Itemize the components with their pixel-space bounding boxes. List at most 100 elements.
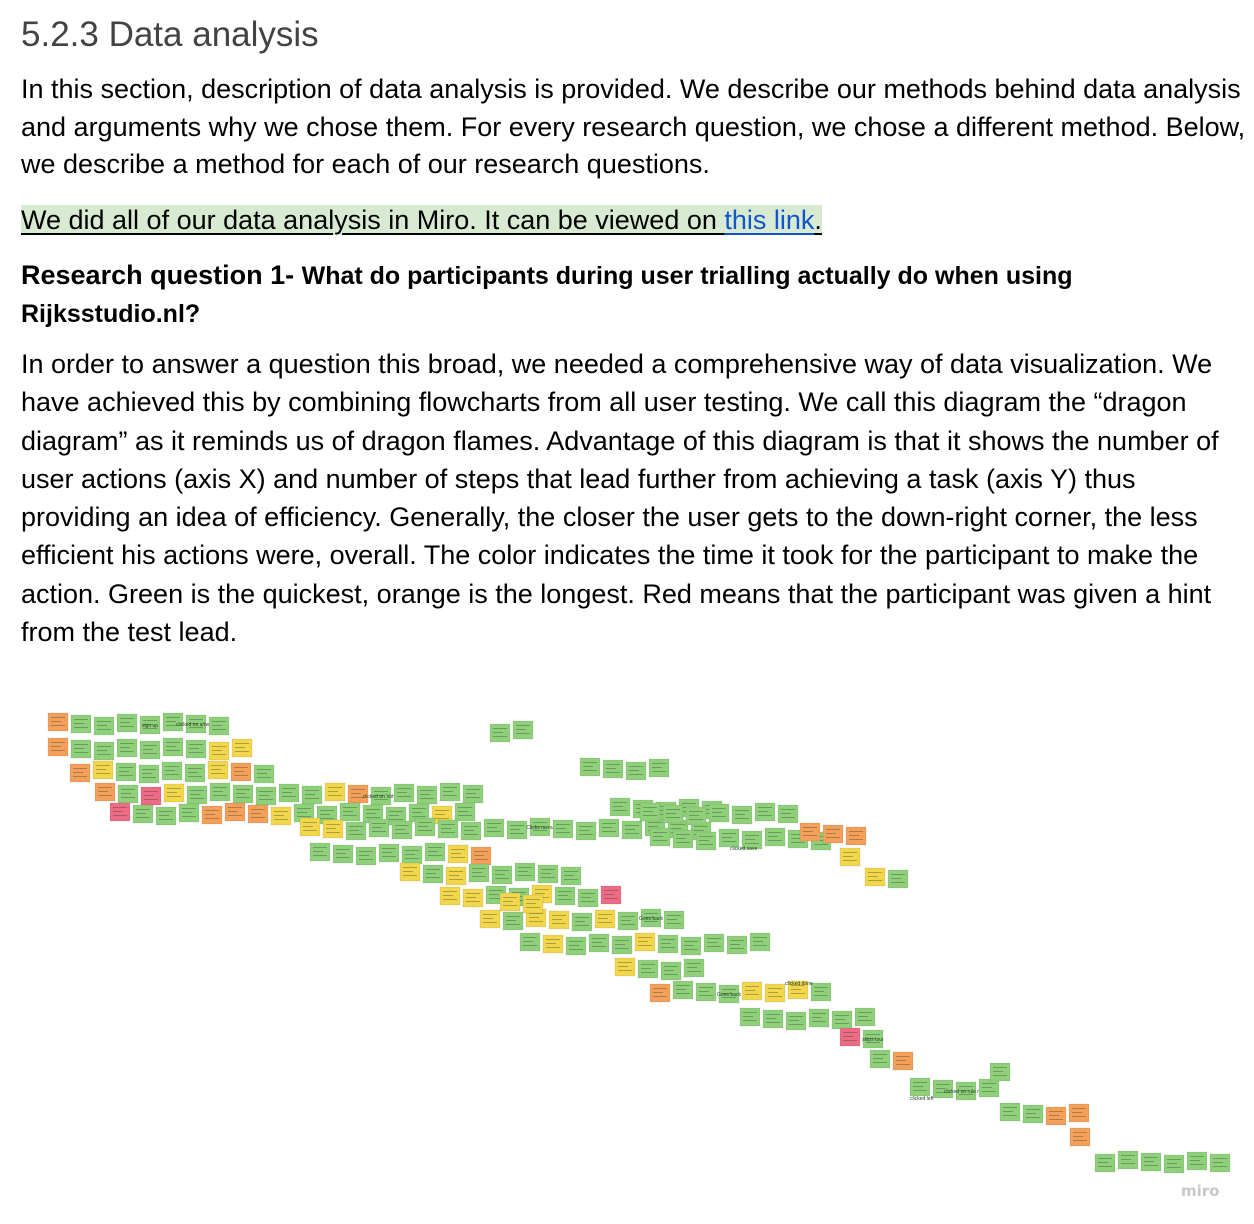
sticky-note-scribble: [835, 1019, 845, 1020]
sticky-note-scribble: [458, 815, 472, 816]
sticky-note: [749, 932, 771, 952]
miro-link[interactable]: this link: [724, 205, 815, 235]
sticky-note-scribble: [120, 726, 134, 727]
sticky-note-scribble: [282, 788, 296, 789]
sticky-note-scribble: [643, 815, 657, 816]
sticky-note-scribble: [366, 813, 376, 814]
miro-note-text: We did all of our data analysis in Miro.…: [21, 205, 725, 235]
sticky-note-label: clicked on artwork: [176, 722, 217, 728]
sticky-note-scribble: [671, 828, 681, 829]
sticky-note-scribble: [814, 995, 828, 996]
sticky-note-scribble: [144, 791, 158, 792]
sticky-note-scribble: [251, 813, 261, 814]
sticky-note-scribble: [1072, 1116, 1086, 1117]
sticky-note-scribble: [336, 857, 350, 858]
sticky-note: [575, 821, 597, 841]
sticky-note-scribble: [412, 816, 426, 817]
sticky-note-scribble: [653, 992, 663, 993]
sticky-note-scribble: [466, 789, 480, 790]
sticky-note-scribble: [699, 991, 709, 992]
sticky-note-scribble: [1072, 1108, 1086, 1109]
sticky-note-scribble: [1003, 1115, 1017, 1116]
sticky-note-scribble: [74, 727, 88, 728]
sticky-note-scribble: [1003, 1107, 1017, 1108]
sticky-note-scribble: [205, 810, 219, 811]
sticky-note-scribble: [579, 830, 589, 831]
sticky-note-scribble: [535, 889, 549, 890]
sticky-note-scribble: [575, 921, 585, 922]
sticky-note-scribble: [689, 811, 703, 812]
sticky-note-scribble: [212, 750, 222, 751]
sticky-note-scribble: [1026, 1109, 1040, 1110]
sticky-note: [462, 888, 484, 908]
sticky-note-scribble: [523, 945, 537, 946]
sticky-note-scribble: [866, 1038, 876, 1039]
sticky-note-scribble: [503, 901, 513, 902]
sticky-note-scribble: [581, 893, 595, 894]
sticky-note-scribble: [936, 1092, 950, 1093]
sticky-note-scribble: [189, 744, 203, 745]
sticky-note: [208, 741, 230, 761]
sticky-note-scribble: [664, 966, 678, 967]
sticky-note-scribble: [205, 818, 219, 819]
research-question-lead: Research question 1-: [21, 260, 302, 290]
sticky-note-scribble: [257, 777, 271, 778]
sticky-note-scribble: [676, 985, 690, 986]
sticky-note-scribble: [73, 776, 87, 777]
sticky-note-scribble: [474, 855, 484, 856]
sticky-note-scribble: [843, 1036, 853, 1037]
sticky-note-scribble: [372, 827, 382, 828]
sticky-note: [703, 933, 725, 953]
sticky-note-scribble: [121, 789, 135, 790]
sticky-note-scribble: [712, 812, 722, 813]
sticky-note-scribble: [305, 798, 319, 799]
sticky-note: [247, 804, 269, 824]
sticky-note: [454, 802, 476, 822]
sticky-note-scribble: [556, 828, 566, 829]
sticky-note-scribble: [142, 773, 152, 774]
sticky-note-scribble: [359, 859, 373, 860]
sticky-note: [393, 783, 415, 803]
sticky-note: [660, 961, 682, 981]
sticky-note-scribble: [569, 949, 583, 950]
sticky-note-scribble: [758, 811, 768, 812]
sticky-note-scribble: [803, 831, 813, 832]
sticky-note: [862, 1029, 884, 1049]
sticky-note-scribble: [97, 721, 111, 722]
sticky-note: [741, 981, 763, 1001]
sticky-note-scribble: [189, 752, 203, 753]
sticky-note-scribble: [228, 807, 242, 808]
sticky-note-scribble: [843, 1040, 857, 1041]
sticky-note-scribble: [472, 868, 486, 869]
sticky-note-scribble: [689, 815, 699, 816]
sticky-note-scribble: [602, 827, 612, 828]
sticky-note-scribble: [583, 762, 597, 763]
sticky-note-scribble: [518, 867, 532, 868]
sticky-note-scribble: [661, 939, 675, 940]
sticky-note-scribble: [236, 793, 246, 794]
sticky-note-scribble: [326, 832, 340, 833]
sticky-note-scribble: [451, 849, 465, 850]
sticky-note: [762, 1009, 784, 1029]
sticky-note-scribble: [428, 847, 442, 848]
sticky-note-scribble: [418, 822, 432, 823]
sticky-note-scribble: [743, 1016, 753, 1017]
sticky-note-scribble: [873, 1062, 887, 1063]
sticky-note-scribble: [602, 823, 616, 824]
sticky-note-scribble: [144, 795, 154, 796]
sticky-note-scribble: [119, 767, 133, 768]
sticky-note: [445, 866, 467, 886]
sticky-note-scribble: [297, 812, 307, 813]
sticky-note: [808, 1008, 830, 1028]
sticky-note-scribble: [142, 769, 156, 770]
sticky-note-scribble: [849, 831, 863, 832]
sticky-note-scribble: [526, 907, 540, 908]
sticky-note: [162, 737, 184, 757]
sticky-note-label: skips tour: [862, 1037, 884, 1043]
sticky-note-scribble: [251, 817, 265, 818]
sticky-note-scribble: [120, 751, 134, 752]
sticky-note: [718, 828, 740, 848]
sticky-note-scribble: [615, 948, 629, 949]
sticky-note: [839, 847, 861, 867]
sticky-note-scribble: [667, 923, 681, 924]
